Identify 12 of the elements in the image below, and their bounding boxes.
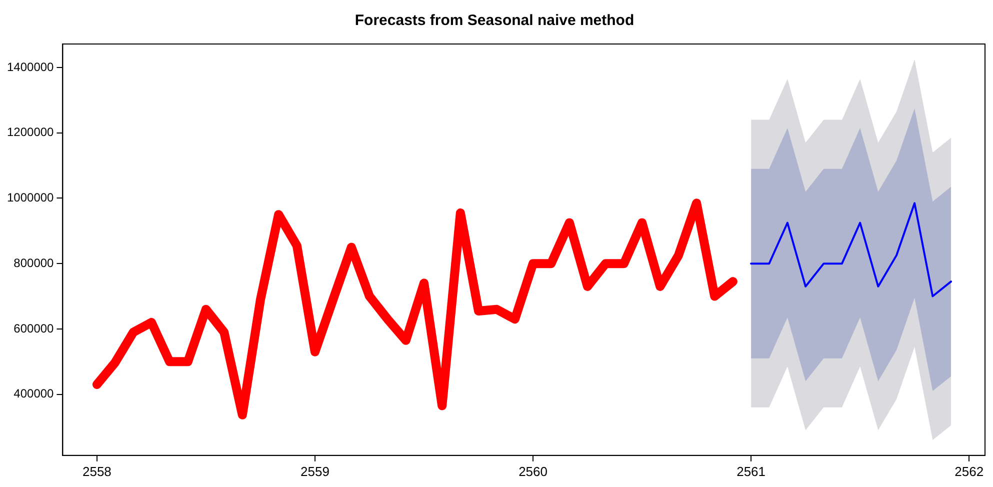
y-tick-label: 400000 — [14, 386, 54, 401]
y-tick-label: 1000000 — [7, 190, 54, 205]
y-tick-label: 1400000 — [7, 60, 54, 74]
x-tick-label: 2559 — [300, 464, 330, 479]
x-tick-label: 2558 — [82, 464, 112, 479]
chart-title: Forecasts from Seasonal naive method — [354, 12, 634, 30]
x-tick-label: 2561 — [736, 464, 766, 479]
y-tick-label: 1200000 — [7, 125, 54, 140]
y-tick-label: 600000 — [14, 321, 54, 336]
x-tick-label: 2562 — [954, 464, 984, 479]
y-tick-label: 800000 — [14, 256, 54, 270]
x-tick-label: 2560 — [518, 464, 548, 479]
